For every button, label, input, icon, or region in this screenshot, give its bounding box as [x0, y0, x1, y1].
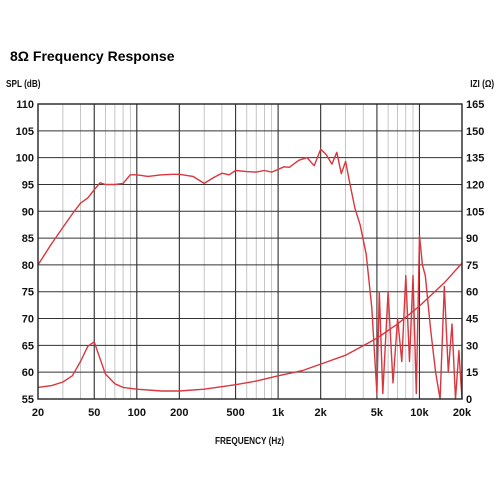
y-left-tick-label: 55	[22, 394, 34, 406]
plot-frame	[37, 103, 463, 400]
spl-line	[37, 148, 463, 400]
series-lines	[37, 148, 463, 400]
y-left-tick-label: 85	[22, 233, 34, 245]
y-left-tick-label: 90	[22, 206, 34, 218]
y-left-tick-label: 95	[22, 179, 34, 191]
x-tick-label: 200	[170, 407, 188, 419]
y-left-tick-label: 105	[16, 126, 34, 138]
x-tick-label: 20k	[453, 407, 472, 419]
y-left-tick-label: 60	[22, 367, 34, 379]
x-axis-label: FREQUENCY (Hz)	[215, 436, 285, 447]
y-right-tick-label: 15	[466, 367, 478, 379]
y-left-tick-label: 80	[22, 260, 34, 272]
y-right-tick-label: 0	[466, 394, 472, 406]
x-tick-label: 500	[226, 407, 244, 419]
x-tick-label: 50	[88, 407, 100, 419]
x-tick-label: 20	[32, 407, 44, 419]
chart-title: 8Ω Frequency Response	[10, 48, 175, 64]
x-tick-label: 10k	[410, 407, 429, 419]
y-right-tick-label: 135	[466, 153, 484, 165]
y-right-tick-label: 105	[466, 206, 484, 218]
y-right-tick-label: 30	[466, 340, 478, 352]
tick-labels: 20 50 100 200 500 1k 2k 5k 10k 20k 55 0 60 15 65 30 70 45…	[16, 99, 485, 419]
y-right-tick-label: 120	[466, 179, 484, 191]
y-right-tick-label: 165	[466, 99, 484, 111]
y-left-tick-label: 110	[16, 99, 34, 111]
y-left-tick-label: 100	[16, 153, 34, 165]
y-left-axis-label: SPL (dB)	[6, 79, 41, 90]
y-left-tick-label: 70	[22, 314, 34, 326]
x-tick-label: 2k	[315, 407, 328, 419]
y-left-tick-label: 65	[22, 340, 34, 352]
x-tick-label: 5k	[371, 407, 384, 419]
y-right-tick-label: 75	[466, 260, 478, 272]
y-right-tick-label: 90	[466, 233, 478, 245]
x-tick-label: 1k	[272, 407, 285, 419]
x-tick-label: 100	[128, 407, 146, 419]
y-left-tick-label: 75	[22, 287, 34, 299]
impedance-line	[37, 262, 463, 392]
y-right-tick-label: 45	[466, 314, 478, 326]
y-right-tick-label: 150	[466, 126, 484, 138]
y-right-tick-label: 60	[466, 287, 478, 299]
y-right-axis-label: IZI (Ω)	[470, 79, 494, 90]
major-grid	[38, 104, 462, 399]
